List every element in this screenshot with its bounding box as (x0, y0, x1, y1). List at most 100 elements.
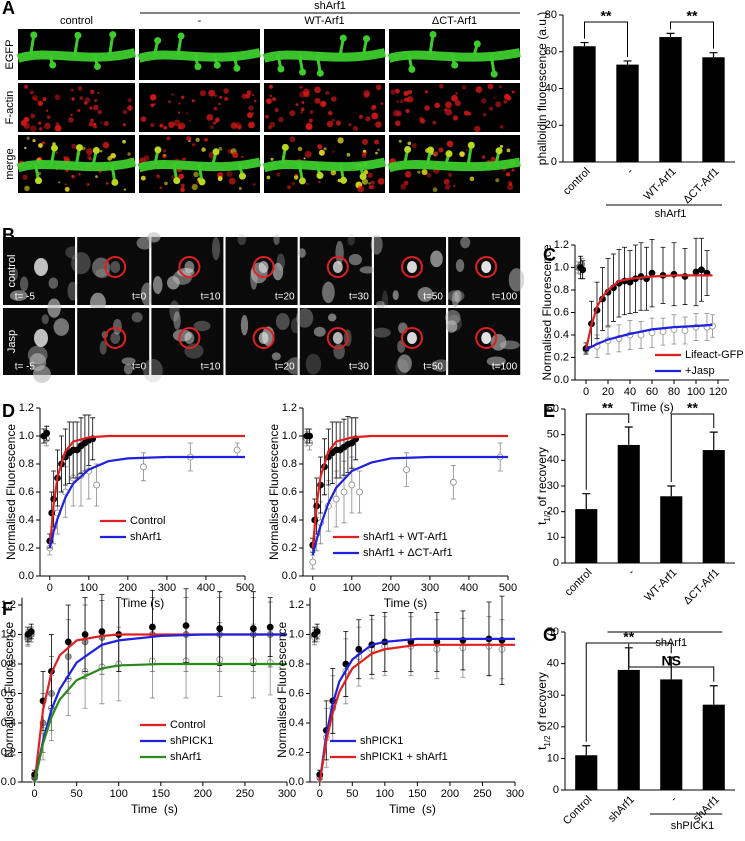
actin-speckle (78, 173, 81, 176)
time-label: t=30 (349, 292, 369, 303)
fluorescence-blob (446, 314, 462, 332)
error-bar (709, 52, 718, 58)
actin-speckle (54, 124, 62, 132)
time-label: t=50 (423, 362, 443, 373)
fit-curve (48, 455, 245, 549)
column-label: WT-Arf1 (304, 15, 344, 27)
y-tick-label: 0.6 (1, 687, 16, 699)
actin-speckle (143, 155, 150, 161)
data-point (98, 628, 106, 635)
bar (617, 444, 640, 563)
actin-speckle (299, 91, 306, 98)
fluorescence-blob (305, 353, 322, 375)
bar (616, 64, 639, 162)
actin-speckle (314, 86, 321, 94)
y-tick-label: 0.0 (554, 374, 569, 386)
actin-speckle (266, 98, 272, 105)
y-tick-label: 0.2 (1, 746, 16, 758)
x-tick-label: 0 (317, 788, 323, 800)
actin-speckle (452, 115, 459, 121)
x-tick-label: - (626, 566, 637, 577)
fluorescence-blob (481, 332, 492, 344)
x-tick-label: 150 (408, 788, 426, 800)
spine-head (109, 31, 117, 39)
actin-speckle (103, 121, 109, 127)
actin-speckle (162, 149, 167, 153)
actin-speckle (448, 172, 453, 177)
actin-speckle (122, 123, 126, 127)
spine-head (93, 62, 101, 70)
data-point (43, 429, 51, 437)
actin-speckle (42, 97, 47, 102)
significance-label: ** (602, 400, 613, 416)
y-axis-label-subscript: 1/2 (543, 510, 552, 522)
actin-speckle (38, 121, 42, 125)
spine-head (212, 148, 220, 156)
x-tick-label: Control (561, 794, 595, 828)
x-tick-label: 300 (158, 582, 176, 594)
spine-head (35, 177, 43, 185)
x-tick-label: WT-Arf1 (642, 567, 679, 604)
fluorescence-blob (335, 240, 344, 265)
data-point (216, 625, 224, 632)
x-axis-label: Time (s) (121, 596, 165, 610)
y-tick-label: 1.0 (554, 261, 569, 273)
actin-speckle (365, 116, 371, 122)
error-bar (623, 60, 632, 65)
fluorescence-blob (407, 332, 417, 344)
bleach-roi (252, 327, 275, 349)
actin-speckle (65, 169, 69, 173)
actin-speckle (150, 103, 154, 108)
actin-speckle (403, 180, 409, 186)
actin-speckle (246, 90, 252, 96)
actin-speckle (363, 149, 366, 153)
x-tick-label: 50 (71, 788, 83, 800)
actin-speckle (266, 175, 271, 180)
actin-speckle (375, 121, 382, 128)
x-tick-label: 120 (709, 386, 727, 398)
x-tick-label: 300 (421, 582, 439, 594)
fluorescence-blob (490, 333, 507, 351)
actin-speckle (93, 122, 97, 126)
x-axis-label: Time (s) (630, 400, 674, 414)
x-axis-label: Time (s) (389, 802, 436, 816)
panel-label: G (543, 625, 557, 645)
y-axis-label: Normalised Fluorescence (275, 621, 289, 757)
time-label: t=100 (492, 362, 518, 373)
actin-speckle (404, 171, 412, 178)
fluorescence-blob (169, 300, 180, 322)
x-tick-label: 300 (506, 788, 524, 800)
y-tick-label: 40 (547, 658, 559, 670)
dendrite (16, 157, 137, 173)
actin-speckle (84, 101, 88, 105)
y-tick-label: 0.8 (19, 458, 34, 470)
fluorescence-blob (184, 261, 195, 273)
error-bar (709, 431, 718, 451)
actin-speckle (314, 97, 321, 104)
actin-speckle (180, 187, 185, 193)
fit-curve (33, 662, 287, 783)
fluorescence-blob (99, 340, 107, 355)
spine-head (277, 65, 285, 73)
actin-speckle (218, 102, 221, 106)
data-point (698, 266, 705, 274)
y-axis-label-part: of recovery (535, 672, 549, 731)
x-tick-label: 250 (473, 788, 491, 800)
y-tick-label: 50 (547, 626, 559, 638)
spine-head (490, 70, 498, 78)
spine-head (50, 144, 58, 152)
x-tick-label: 200 (119, 582, 137, 594)
spine-head (111, 178, 119, 186)
legend-label: shPICK1 + shArf1 (360, 751, 448, 763)
fluorescence-blob (417, 286, 434, 302)
actin-speckle (269, 84, 273, 89)
x-tick-label: WT-Arf1 (642, 166, 679, 203)
y-tick-label: 0.0 (282, 570, 297, 582)
actin-speckle (375, 84, 382, 91)
actin-speckle (38, 143, 43, 148)
x-tick-label: 100 (80, 582, 98, 594)
data-point (306, 432, 314, 440)
significance-label: ** (601, 8, 612, 24)
panel-label: F (2, 599, 13, 619)
